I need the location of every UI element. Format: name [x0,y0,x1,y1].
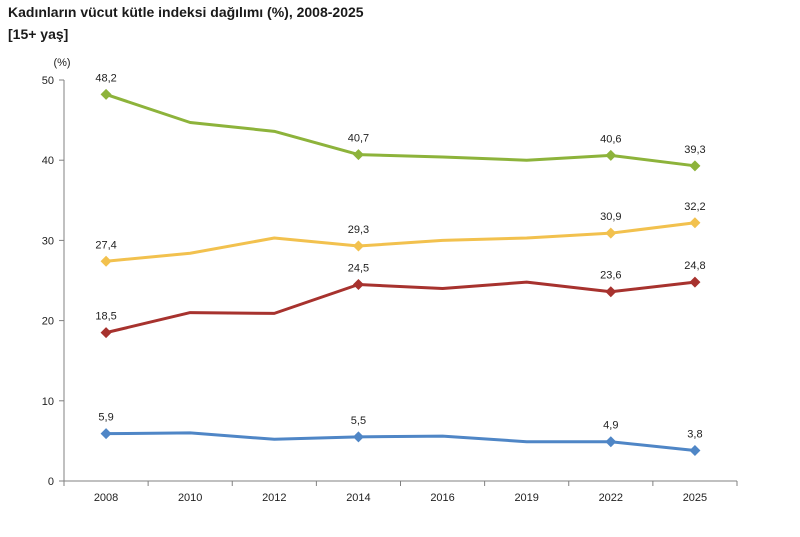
data-point-marker [689,445,701,457]
x-tick-label: 2012 [262,492,286,504]
x-tick-label: 2010 [178,492,202,504]
y-tick-label: 0 [48,476,54,488]
x-tick-label: 2016 [430,492,454,504]
data-label: 27,4 [95,239,116,251]
y-tick-label: 30 [42,235,54,247]
data-label: 24,5 [348,263,369,275]
data-label: 40,7 [348,133,369,145]
chart-title: Kadınların vücut kütle indeksi dağılımı … [8,4,364,20]
data-point-marker [605,149,617,161]
data-label: 30,9 [600,211,621,223]
data-point-marker [100,428,112,440]
y-tick-label: 20 [42,316,54,328]
x-tick-label: 2019 [514,492,538,504]
data-label: 48,2 [95,72,116,84]
data-point-marker [352,240,364,252]
x-tick-label: 2022 [599,492,623,504]
data-point-marker [100,255,112,267]
data-label: 5,5 [351,415,366,427]
y-tick-label: 10 [42,396,54,408]
data-point-marker [352,431,364,443]
series-line [104,280,697,335]
data-point-marker [689,160,701,172]
x-tick-label: 2014 [346,492,370,504]
series-line [104,221,697,263]
data-point-marker [605,286,617,298]
data-point-marker [605,227,617,239]
data-point-marker [689,276,701,288]
data-point-marker [689,217,701,229]
data-label: 3,8 [687,429,702,441]
data-label: 5,9 [98,412,113,424]
data-point-marker [352,279,364,291]
data-label: 23,6 [600,270,621,282]
x-tick-label: 2008 [94,492,118,504]
data-point-marker [352,149,364,161]
data-label: 18,5 [95,311,116,323]
data-label: 39,3 [684,144,705,156]
data-label: 32,2 [684,201,705,213]
data-point-marker [605,436,617,448]
series-line [104,92,697,168]
y-tick-label: 50 [42,75,54,87]
data-label: 24,8 [684,260,705,272]
data-point-marker [100,88,112,100]
data-label: 4,9 [603,420,618,432]
data-label: 40,6 [600,133,621,145]
chart-subtitle: [15+ yaş] [8,26,69,42]
x-tick-label: 2025 [683,492,707,504]
data-label: 29,3 [348,224,369,236]
y-tick-label: 40 [42,155,54,167]
series-line [104,431,697,453]
data-point-marker [100,327,112,339]
y-axis-label: (%) [53,57,70,69]
